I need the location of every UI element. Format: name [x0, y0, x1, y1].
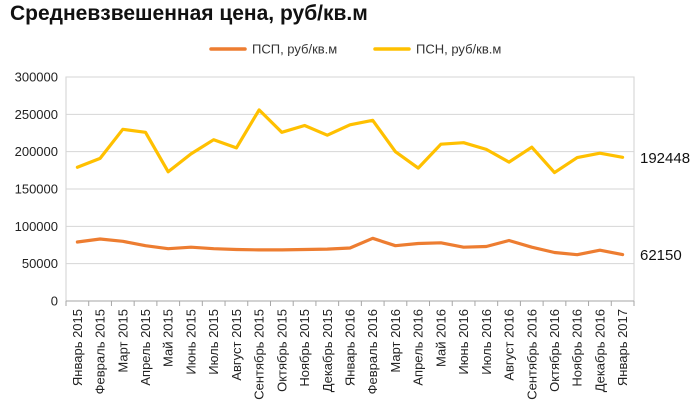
y-tick-label: 50000 — [22, 256, 58, 271]
x-tick-label: Май 2016 — [433, 309, 448, 367]
x-tick-label: Май 2015 — [161, 309, 176, 367]
x-tick-label: Январь 2015 — [70, 309, 85, 386]
x-tick-label: Январь 2017 — [615, 309, 630, 386]
end-value-label: 62150 — [640, 247, 682, 264]
x-tick-label: Сентябрь 2015 — [252, 309, 267, 400]
x-tick-label: Октябрь 2015 — [274, 309, 289, 392]
x-tick-label: Ноябрь 2016 — [570, 309, 585, 387]
x-tick-label: Апрель 2016 — [411, 309, 426, 386]
x-tick-label: Июль 2015 — [206, 309, 221, 375]
y-tick-label: 300000 — [15, 70, 58, 85]
series-line-1 — [75, 108, 625, 175]
y-tick-label: 100000 — [15, 219, 58, 234]
x-tick-label: Август 2016 — [502, 309, 517, 381]
x-tick-label: Апрель 2015 — [138, 309, 153, 386]
x-tick-label: Декабрь 2015 — [320, 309, 335, 392]
x-tick-label: Февраль 2015 — [93, 309, 108, 394]
y-tick-label: 0 — [51, 294, 58, 309]
y-tick-label: 250000 — [15, 107, 58, 122]
chart-title: Средневзвешенная цена, руб/кв.м — [10, 2, 368, 25]
end-value-label: 192448 — [640, 150, 690, 167]
x-tick-label: Февраль 2016 — [365, 309, 380, 394]
y-tick-label: 200000 — [15, 144, 58, 159]
x-tick-label: Август 2015 — [229, 309, 244, 381]
legend-label: ПСН, руб/кв.м — [416, 42, 501, 57]
x-tick-label: Ноябрь 2015 — [297, 309, 312, 387]
x-tick-label: Январь 2016 — [343, 309, 358, 386]
x-tick-label: Июнь 2015 — [183, 309, 198, 375]
x-tick-label: Декабрь 2016 — [592, 309, 607, 392]
x-tick-label: Июнь 2016 — [456, 309, 471, 375]
legend-label: ПСП, руб/кв.м — [252, 42, 337, 57]
x-tick-label: Октябрь 2016 — [547, 309, 562, 392]
x-tick-label: Июль 2016 — [479, 309, 494, 375]
x-tick-label: Март 2016 — [388, 309, 403, 373]
series-line-0 — [75, 236, 625, 257]
x-tick-label: Март 2015 — [115, 309, 130, 373]
x-tick-label: Сентябрь 2016 — [524, 309, 539, 400]
y-tick-label: 150000 — [15, 182, 58, 197]
